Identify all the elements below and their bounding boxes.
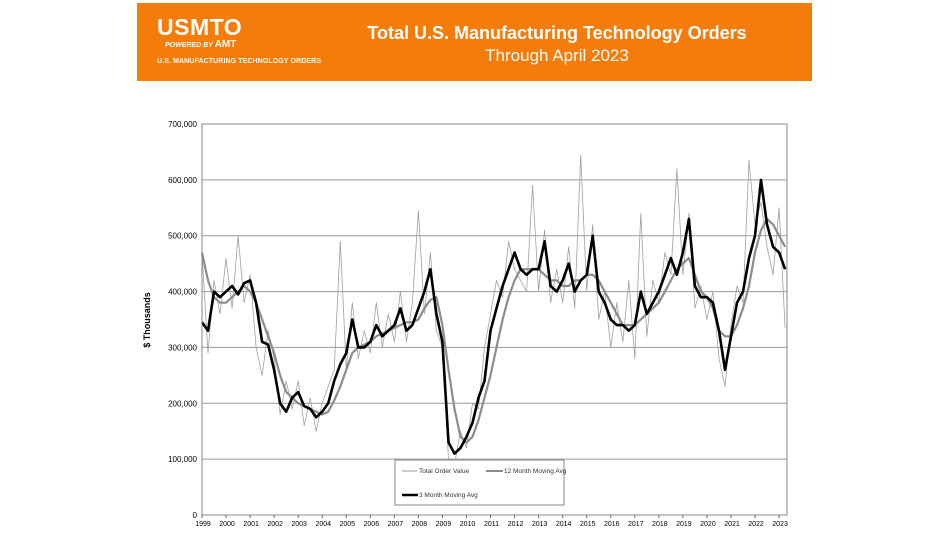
- x-tick-label: 2020: [700, 521, 716, 528]
- y-tick-label: 400,000: [168, 288, 197, 297]
- x-tick-label: 2009: [436, 521, 452, 528]
- header-banner: USMTO POWERED BY AMT U.S. MANUFACTURING …: [137, 3, 812, 81]
- x-tick-label: 2012: [508, 521, 524, 528]
- x-tick-label: 2013: [532, 521, 548, 528]
- powered-by-label: POWERED BY: [165, 42, 213, 49]
- series-12-month-avg: [200, 217, 787, 444]
- x-tick-label: 2008: [412, 521, 428, 528]
- x-tick-label: 2003: [291, 521, 307, 528]
- logo-subtitle: U.S. MANUFACTURING TECHNOLOGY ORDERS: [157, 58, 322, 65]
- y-tick-label: 300,000: [168, 343, 197, 352]
- series-12-month-avg-line: [200, 217, 787, 444]
- x-tick-label: 2016: [604, 521, 620, 528]
- y-tick-label: 100,000: [168, 455, 197, 464]
- amt-brand: AMT: [214, 39, 237, 50]
- x-tick-label: 2023: [772, 521, 788, 528]
- chart-title: Total U.S. Manufacturing Technology Orde…: [367, 23, 747, 43]
- y-tick-label: 0: [193, 511, 198, 520]
- powered-by: POWERED BY AMT: [165, 39, 321, 52]
- x-tick-label: 2006: [364, 521, 380, 528]
- x-tick-label: 2015: [580, 521, 596, 528]
- x-tick-label: 2005: [339, 521, 355, 528]
- x-tick-label: 2001: [243, 521, 259, 528]
- y-tick-label: 700,000: [168, 120, 197, 129]
- x-tick-label: 2002: [267, 521, 283, 528]
- usmto-logo: USMTO POWERED BY AMT U.S. MANUFACTURING …: [157, 15, 321, 65]
- x-tick-label: 2021: [724, 521, 740, 528]
- legend: Total Order Value 12 Month Moving Avg 3 …: [394, 459, 567, 506]
- legend-label-3mo: 3 Month Moving Avg: [419, 492, 478, 499]
- series-total-order-value-line: [201, 154, 786, 466]
- x-tick-label: 2004: [315, 521, 331, 528]
- x-tick-label: 2022: [748, 521, 764, 528]
- series-3-month-avg: [200, 178, 787, 455]
- series-total-order-value: [201, 154, 786, 466]
- chart-subtitle: Through April 2023: [485, 46, 629, 65]
- plot-area-border: [201, 123, 788, 516]
- x-tick-label: 2010: [460, 521, 476, 528]
- x-tick-label: 2019: [676, 521, 692, 528]
- x-tick-label: 2007: [388, 521, 404, 528]
- legend-label-12mo: 12 Month Moving Avg: [504, 468, 567, 475]
- x-tick-label: 2017: [628, 521, 644, 528]
- x-tick-label: 2018: [652, 521, 668, 528]
- x-tick-label: 2014: [556, 521, 572, 528]
- y-tick-label: 600,000: [168, 176, 197, 185]
- logo-text: USMTO: [157, 14, 243, 40]
- x-tick-label: 2000: [219, 521, 235, 528]
- x-tick-label: 1999: [195, 521, 211, 528]
- x-tick-label: 2011: [484, 521, 499, 528]
- chart-title-block: Total U.S. Manufacturing Technology Orde…: [332, 21, 782, 67]
- series-3-month-avg-line: [200, 178, 787, 455]
- y-axis-label: $ Thousands: [142, 292, 152, 348]
- y-tick-label: 200,000: [168, 399, 197, 408]
- y-tick-label: 500,000: [168, 232, 197, 241]
- legend-label-total: Total Order Value: [419, 468, 469, 475]
